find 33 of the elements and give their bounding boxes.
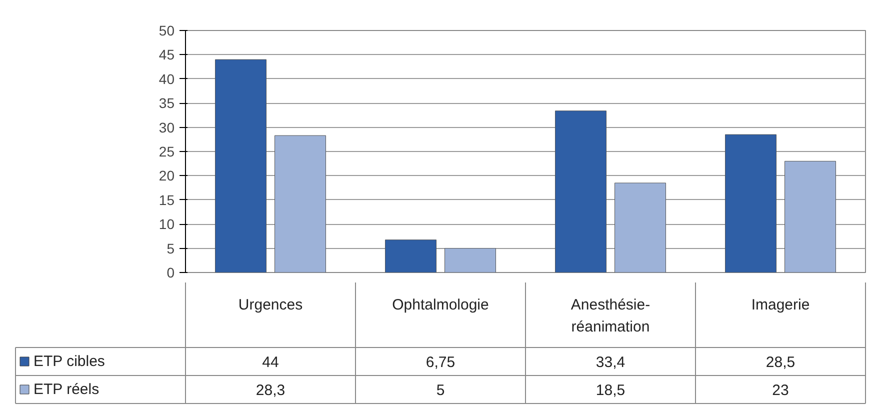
bar [555, 110, 606, 272]
data-label: 44 [262, 354, 279, 371]
data-label: 5 [436, 382, 445, 399]
y-tick-label: 35 [158, 95, 175, 112]
y-tick-label: 5 [166, 240, 175, 256]
x-tick-label: Urgences [238, 296, 303, 314]
data-label: 18,5 [596, 382, 626, 399]
bar [385, 240, 436, 272]
x-tick-label: Ophtalmologie [392, 296, 489, 314]
bar [444, 248, 496, 272]
data-label: 28,5 [766, 354, 796, 371]
y-tick-label: 10 [158, 216, 175, 232]
legend-label: ETP cibles [34, 353, 105, 370]
bar [614, 182, 666, 272]
y-tick-label: 30 [158, 119, 175, 136]
y-tick-label: 25 [158, 144, 175, 160]
y-tick-label: 40 [158, 70, 175, 87]
data-label: 33,4 [596, 354, 626, 371]
x-tick-label: Imagerie [751, 296, 810, 314]
y-tick-label: 20 [158, 168, 175, 184]
data-label: 6,75 [426, 354, 456, 371]
bar [784, 160, 836, 272]
data-label: 23 [772, 382, 789, 399]
y-tick-label: 50 [158, 22, 175, 38]
y-tick-label: 45 [158, 46, 175, 63]
bar [725, 134, 776, 272]
legend-label: ETP réels [34, 381, 100, 398]
x-tick-label: Anesthésie- réanimation [570, 296, 650, 336]
bar [215, 59, 266, 272]
y-tick-label: 0 [166, 264, 175, 280]
y-tick-label: 15 [158, 192, 175, 208]
data-label: 28,3 [256, 382, 286, 399]
bar [274, 135, 326, 272]
